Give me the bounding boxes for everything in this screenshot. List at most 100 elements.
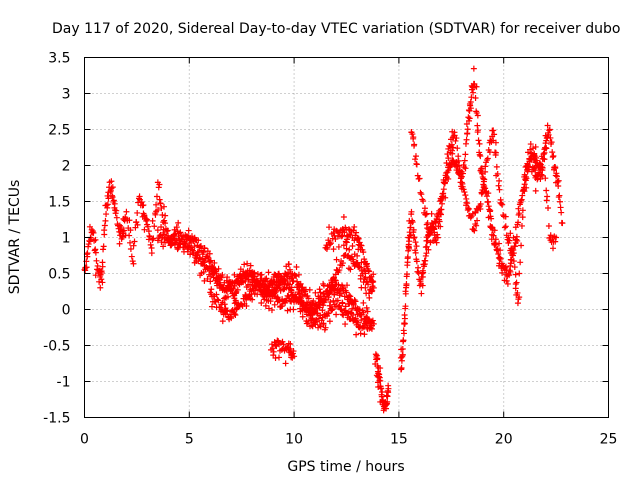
data-point <box>223 307 230 314</box>
data-point <box>297 280 304 287</box>
data-point <box>251 290 258 297</box>
data-point <box>224 293 231 300</box>
data-point <box>290 306 297 313</box>
data-point <box>466 115 473 122</box>
data-point <box>130 242 137 249</box>
data-point <box>464 207 471 214</box>
data-point <box>279 302 286 309</box>
data-point <box>338 306 345 313</box>
data-point <box>467 105 474 112</box>
data-point <box>523 175 530 182</box>
x-tick-label: 25 <box>600 432 618 448</box>
data-point <box>401 315 408 322</box>
data-point <box>476 140 483 147</box>
data-point <box>488 215 495 222</box>
data-point <box>430 225 437 232</box>
data-point <box>532 143 539 150</box>
data-point <box>465 114 472 121</box>
data-point <box>286 266 293 273</box>
data-point <box>462 192 469 199</box>
data-point <box>363 263 370 270</box>
data-point <box>419 267 426 274</box>
data-point <box>309 315 316 322</box>
data-point <box>309 305 316 312</box>
data-point <box>507 256 514 263</box>
data-point <box>485 190 492 197</box>
data-point <box>149 217 156 224</box>
data-point <box>496 186 503 193</box>
data-point <box>418 191 425 198</box>
data-point <box>175 244 182 251</box>
data-point <box>177 229 184 236</box>
data-point <box>472 94 479 101</box>
data-point <box>189 247 196 254</box>
data-point <box>219 318 226 325</box>
data-point <box>466 100 473 107</box>
data-point <box>464 126 471 133</box>
data-point <box>405 245 412 252</box>
data-point <box>473 222 480 229</box>
data-point <box>419 282 426 289</box>
chart-title: Day 117 of 2020, Sidereal Day-to-day VTE… <box>52 21 620 37</box>
data-point <box>536 169 543 176</box>
data-point <box>423 250 430 257</box>
data-point <box>492 151 499 158</box>
data-point <box>145 228 152 235</box>
data-point <box>470 65 477 72</box>
data-point <box>205 254 212 261</box>
data-point <box>473 83 480 90</box>
data-point <box>279 281 286 288</box>
data-point <box>482 163 489 170</box>
data-point <box>379 388 386 395</box>
data-point <box>231 300 238 307</box>
data-point <box>425 231 432 238</box>
data-point <box>353 229 360 236</box>
data-point <box>454 145 461 152</box>
x-tick-label: 20 <box>495 432 513 448</box>
data-point <box>548 139 555 146</box>
data-point <box>494 170 501 177</box>
data-point <box>274 337 281 344</box>
data-point <box>506 237 513 244</box>
data-point <box>215 265 222 272</box>
data-point <box>377 365 384 372</box>
data-point <box>232 297 239 304</box>
data-point <box>234 278 241 285</box>
data-point <box>282 360 289 367</box>
data-point <box>511 264 518 271</box>
data-point <box>98 268 105 275</box>
data-point <box>277 280 284 287</box>
data-point <box>158 223 165 230</box>
data-point <box>420 198 427 205</box>
data-point <box>241 261 248 268</box>
data-point <box>129 258 136 265</box>
data-point <box>99 279 106 286</box>
data-point <box>206 258 213 265</box>
data-point <box>287 341 294 348</box>
data-point <box>358 259 365 266</box>
data-point <box>349 305 356 312</box>
data-point <box>270 348 277 355</box>
data-point <box>427 239 434 246</box>
data-point <box>98 276 105 283</box>
data-point <box>335 243 342 250</box>
data-point <box>144 216 151 223</box>
data-point <box>400 337 407 344</box>
data-point <box>515 205 522 212</box>
data-point <box>547 134 554 141</box>
data-point <box>243 302 250 309</box>
data-point <box>351 223 358 230</box>
data-point <box>399 346 406 353</box>
data-point <box>127 246 134 252</box>
data-point <box>434 213 441 220</box>
data-point <box>153 193 160 200</box>
data-points <box>81 65 566 414</box>
data-point <box>109 184 116 191</box>
data-point <box>365 268 372 275</box>
data-point <box>93 257 100 264</box>
data-point <box>531 156 538 163</box>
data-point <box>197 243 204 250</box>
data-point <box>364 308 371 315</box>
data-point <box>470 226 477 233</box>
